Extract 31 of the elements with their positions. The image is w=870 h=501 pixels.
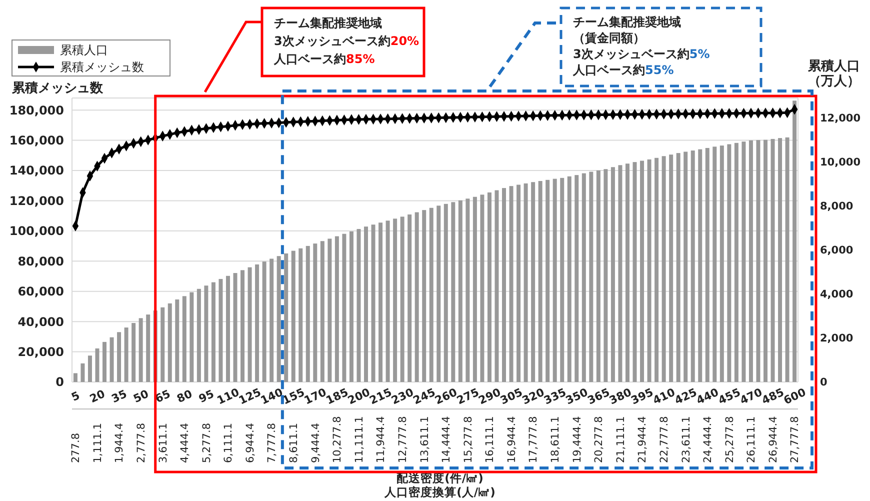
text: チーム集配推奨地域（賃金同額） 3次メッシュベース約5% 人口ベース約55%: [573, 15, 710, 77]
y2-tick-label: 0: [820, 376, 828, 389]
y2-tick-label: 12,000: [820, 112, 861, 124]
y-tick-label: 160,000: [9, 134, 64, 148]
y-tick-label: 40,000: [18, 314, 64, 329]
y2-tick-label: 6,000: [820, 244, 854, 257]
category-label: 65 3,611.1: [153, 387, 173, 463]
y2-tick-label: 2,000: [820, 332, 854, 345]
y2-tick-label: 10,000: [820, 156, 861, 169]
y2-tick-label: 4,000: [820, 288, 854, 301]
category-label: 5 277.8: [69, 388, 82, 463]
y-tick-label: 20,000: [18, 344, 64, 359]
category-label: 95 5,277.8: [196, 387, 216, 463]
y-tick-label: 60,000: [18, 284, 64, 299]
text: チーム集配推奨地域 3次メッシュベース約20% 人口ベース約85%: [274, 16, 420, 66]
y-tick-label: 100,000: [9, 224, 64, 238]
y-tick-label: 80,000: [18, 254, 64, 268]
y-tick-label: 0: [56, 375, 64, 390]
category-label: 80 4,444.4: [174, 387, 194, 463]
category-label: 20 1,111.1: [88, 387, 108, 463]
y2-tick-label: 8,000: [820, 200, 854, 213]
y-tick-label: 120,000: [9, 194, 64, 208]
y-tick-label: 180,000: [9, 103, 64, 118]
legend-label: 累積人口: [60, 43, 108, 58]
category-label: 50 2,777.8: [131, 387, 151, 463]
legend-label: 累積メッシュ数: [60, 60, 144, 74]
y-axis-title: 累積メッシュ数: [11, 81, 104, 96]
y2-axis-title: 累積人口（万人）: [807, 59, 860, 89]
x-axis-title: 配送密度(件/㎢) 人口密度換算(人/㎢): [384, 471, 496, 499]
category-label: 35 1,944.4: [110, 387, 129, 463]
y-tick-label: 140,000: [9, 164, 64, 178]
